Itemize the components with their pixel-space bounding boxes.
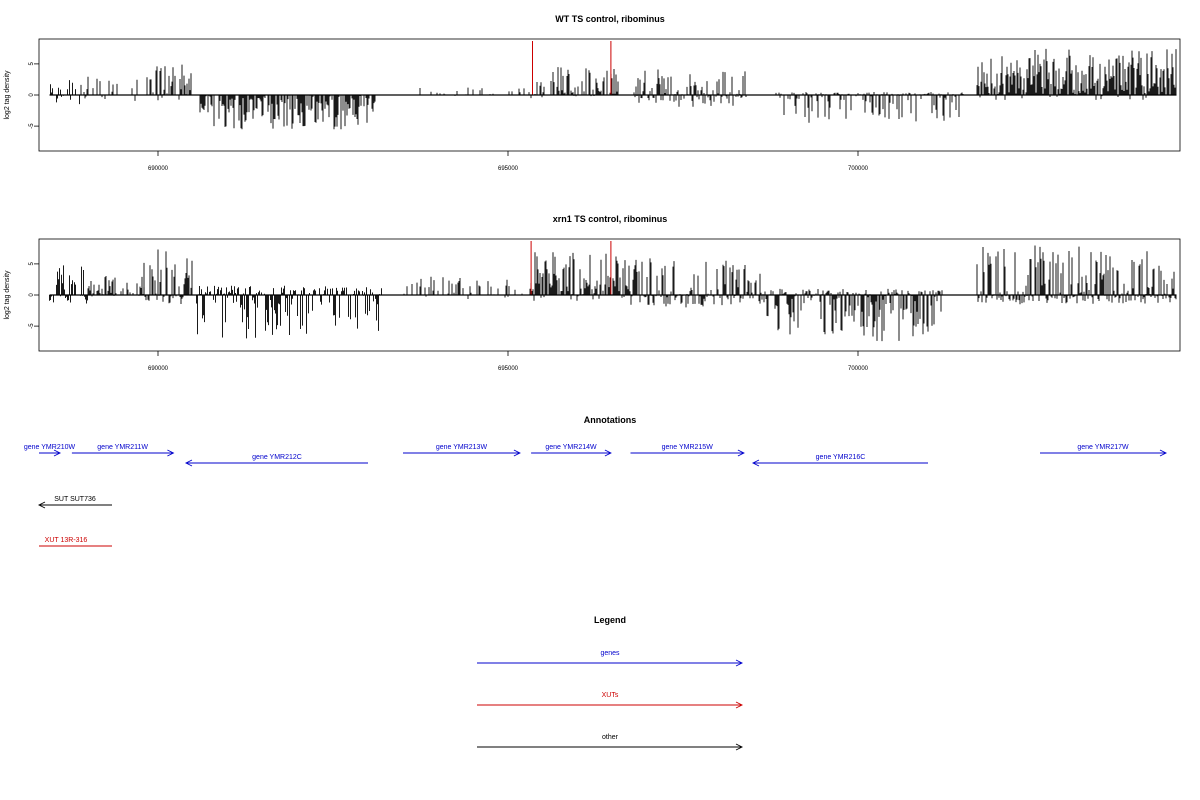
sut-arrow-0 [37,501,112,509]
gene-label: gene YMR214W [545,444,597,451]
gene-arrow-6 [751,459,928,467]
gene-label: gene YMR213W [436,444,488,451]
gene-label: gene YMR215W [662,444,714,451]
sut-label: SUT SUT736 [54,496,96,503]
x-tick-label: 690000 [148,166,169,172]
x-axis: 690000 695000 700000 [148,151,869,172]
x-tick-label: 700000 [848,366,869,372]
gene-arrow-7 [1040,449,1168,457]
y-tick-label: 0 [29,293,35,297]
legend-arrow-XUTs [477,701,744,709]
x-axis: 690000 695000 700000 [148,351,869,372]
gene-arrow-3 [403,449,521,457]
y-tick-label: -5 [29,123,35,129]
xrn1-track-panel: xrn1 TS control, ribominus 690000 695000 7… [4,214,1181,372]
y-axis: -5 0 5 [29,62,39,129]
marker-lines [532,41,612,95]
gene-arrow-0 [39,449,62,457]
legend-arrow-other [477,743,744,751]
y-axis-label: log2 tag density [4,270,11,320]
gene-arrow-1 [71,449,175,457]
x-tick-label: 690000 [148,366,169,372]
signal-bars [50,48,1177,130]
wt-track-panel: WT TS control, ribominus 690000 695000 700… [4,14,1181,172]
gene-label: gene YMR216C [816,454,866,461]
y-axis: -5 0 5 [29,262,39,329]
legend-items: genes XUTs other [477,650,744,751]
gene-arrow-4 [531,449,612,457]
x-tick-label: 695000 [498,166,519,172]
legend-label-0: genes [600,650,620,657]
legend-title: Legend [594,615,626,625]
x-tick-label: 695000 [498,366,519,372]
y-tick-label: 0 [29,93,35,97]
annotation-features: gene YMR210W gene YMR211W gene YMR212C gene… [24,444,1168,547]
gene-arrow-5 [630,449,745,457]
legend-label-2: other [602,734,619,741]
annotations-panel: Annotations gene YMR210W gene YMR211Wgene… [24,415,1168,547]
legend-arrow-genes [477,659,744,667]
y-tick-label: -5 [29,323,35,329]
gene-label: gene YMR211W [97,444,148,451]
signal-bars [49,245,1177,342]
legend: Legend genes XUTs other [477,615,744,751]
annotations-title: Annotations [584,415,637,425]
y-tick-label: 5 [29,262,35,266]
gene-label: gene YMR212C [252,454,302,461]
gene-label: gene YMR210W [24,444,76,451]
gene-label: gene YMR217W [1077,444,1129,451]
panel-title: xrn1 TS control, ribominus [553,214,668,224]
gene-arrow-2 [184,459,368,467]
y-axis-label: log2 tag density [4,70,11,120]
marker-lines [530,241,612,295]
panel-title: WT TS control, ribominus [555,14,665,24]
xut-label: XUT 13R-316 [45,537,88,544]
y-tick-label: 5 [29,62,35,66]
x-tick-label: 700000 [848,166,869,172]
legend-label-1: XUTs [602,692,619,699]
